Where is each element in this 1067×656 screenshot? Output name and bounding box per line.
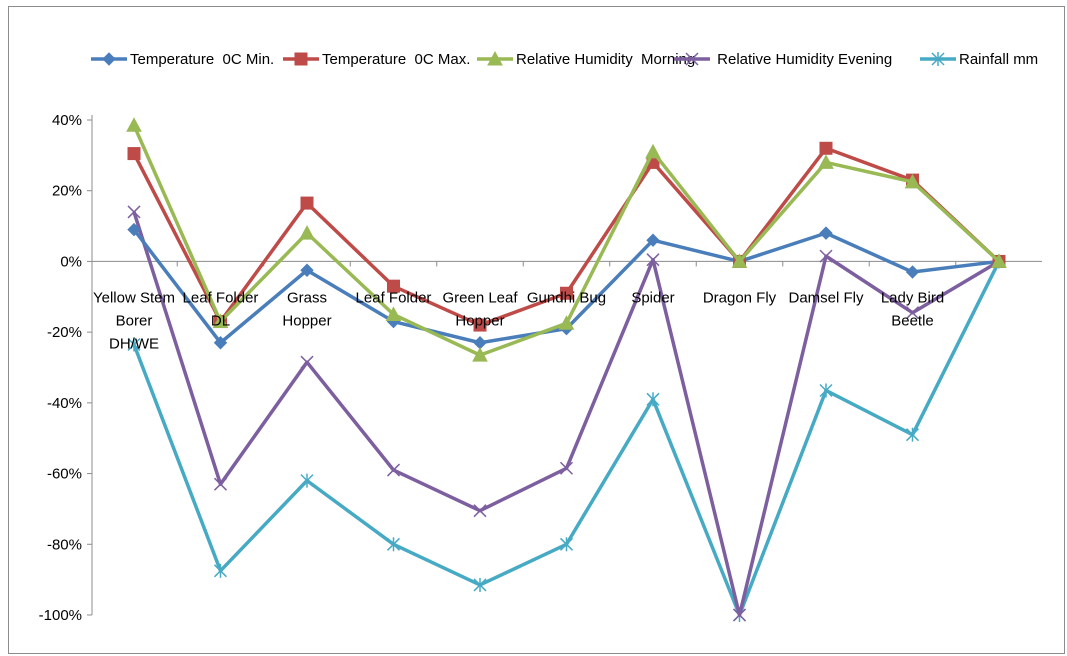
category-label: Leaf Folder DL bbox=[183, 289, 259, 329]
data-point bbox=[213, 477, 228, 491]
data-point bbox=[818, 154, 834, 169]
data-point bbox=[819, 249, 833, 263]
data-point bbox=[732, 608, 747, 622]
data-point bbox=[646, 392, 660, 407]
legend-label: Relative Humidity Morning bbox=[516, 51, 695, 68]
data-point bbox=[300, 473, 314, 488]
category-label: Green Leaf Hopper bbox=[442, 289, 518, 329]
data-point bbox=[904, 173, 921, 189]
category-label: Spider bbox=[631, 289, 674, 306]
legend-item: Relative Humidity Morning bbox=[477, 50, 695, 68]
y-tick-label: 40% bbox=[52, 112, 82, 129]
y-tick-label: -80% bbox=[47, 536, 82, 553]
y-tick-label: 0% bbox=[60, 253, 82, 270]
category-label: Lady Bird Beetle bbox=[881, 289, 944, 329]
data-point bbox=[102, 52, 116, 66]
data-point bbox=[126, 117, 142, 132]
data-point bbox=[560, 286, 573, 300]
series-line bbox=[132, 260, 1001, 617]
data-point bbox=[991, 253, 1007, 268]
data-point bbox=[487, 50, 503, 66]
data-point bbox=[127, 205, 141, 219]
data-point bbox=[645, 143, 661, 159]
y-tick-label: -100% bbox=[39, 607, 82, 624]
data-point bbox=[386, 537, 401, 552]
data-point bbox=[646, 253, 660, 267]
legend-label: Temperature 0C Max. bbox=[322, 51, 470, 68]
data-point bbox=[473, 318, 487, 332]
series bbox=[127, 254, 1006, 622]
legend-item: Temperature 0C Max. bbox=[283, 51, 470, 68]
series-lines bbox=[126, 117, 1007, 622]
data-point bbox=[905, 306, 920, 320]
data-point bbox=[559, 461, 574, 475]
data-point bbox=[731, 253, 748, 268]
category-label: Yellow Stem Borer DH/WE bbox=[93, 289, 175, 352]
category-label: Dragon Fly bbox=[703, 289, 777, 306]
legend-label: Temperature 0C Min. bbox=[130, 51, 274, 68]
legend-label: Relative Humidity Evening bbox=[713, 51, 892, 68]
data-point bbox=[300, 355, 314, 369]
data-point bbox=[473, 577, 487, 592]
data-point bbox=[299, 225, 315, 240]
data-point bbox=[473, 504, 487, 518]
y-tick-label: -40% bbox=[47, 395, 82, 412]
legend-label: Rainfall mm bbox=[959, 51, 1038, 68]
data-point bbox=[685, 52, 699, 66]
data-point bbox=[385, 306, 402, 321]
data-point bbox=[819, 383, 833, 398]
category-label: Leaf Folder bbox=[356, 289, 432, 306]
data-point bbox=[819, 141, 833, 155]
axes: -100% -80% -60% -40% -20% 0% 20% 40% bbox=[39, 112, 1042, 624]
data-point bbox=[646, 233, 660, 247]
chart-frame: -100% -80% -60% -40% -20% 0% 20% 40% Yellow Ste… bbox=[8, 6, 1065, 654]
category-label: Damsel Fly bbox=[788, 289, 864, 306]
legend-item: Temperature 0C Min. bbox=[91, 51, 274, 68]
y-tick-label: 20% bbox=[52, 183, 82, 200]
category-label: Grass Hopper bbox=[282, 289, 331, 329]
y-tick-label: -20% bbox=[47, 324, 82, 341]
data-point bbox=[127, 222, 141, 237]
data-point bbox=[472, 347, 488, 362]
series bbox=[126, 117, 1007, 362]
data-point bbox=[473, 336, 487, 350]
line-chart: -100% -80% -60% -40% -20% 0% 20% 40% Yellow Ste… bbox=[39, 50, 1042, 624]
data-point bbox=[387, 279, 400, 293]
category-label: Gundhi Bug bbox=[527, 289, 606, 306]
data-point bbox=[558, 315, 575, 330]
data-point bbox=[300, 196, 314, 210]
legend-item: Rainfall mm bbox=[920, 51, 1038, 68]
data-point bbox=[931, 52, 945, 66]
data-point bbox=[213, 336, 228, 350]
data-point bbox=[386, 463, 401, 477]
y-tick-label: -60% bbox=[47, 466, 82, 483]
data-point bbox=[819, 226, 833, 240]
data-point bbox=[127, 147, 141, 161]
data-point bbox=[213, 563, 228, 578]
legend: Temperature 0C Min. Temperature 0C Max. Re… bbox=[91, 50, 1038, 68]
data-point bbox=[294, 52, 308, 66]
legend-item: Relative Humidity Evening bbox=[674, 51, 892, 68]
data-point bbox=[127, 337, 141, 352]
data-point bbox=[559, 537, 574, 552]
data-point bbox=[905, 427, 920, 442]
data-point bbox=[300, 263, 314, 277]
data-point bbox=[212, 313, 229, 329]
data-point bbox=[905, 265, 920, 279]
